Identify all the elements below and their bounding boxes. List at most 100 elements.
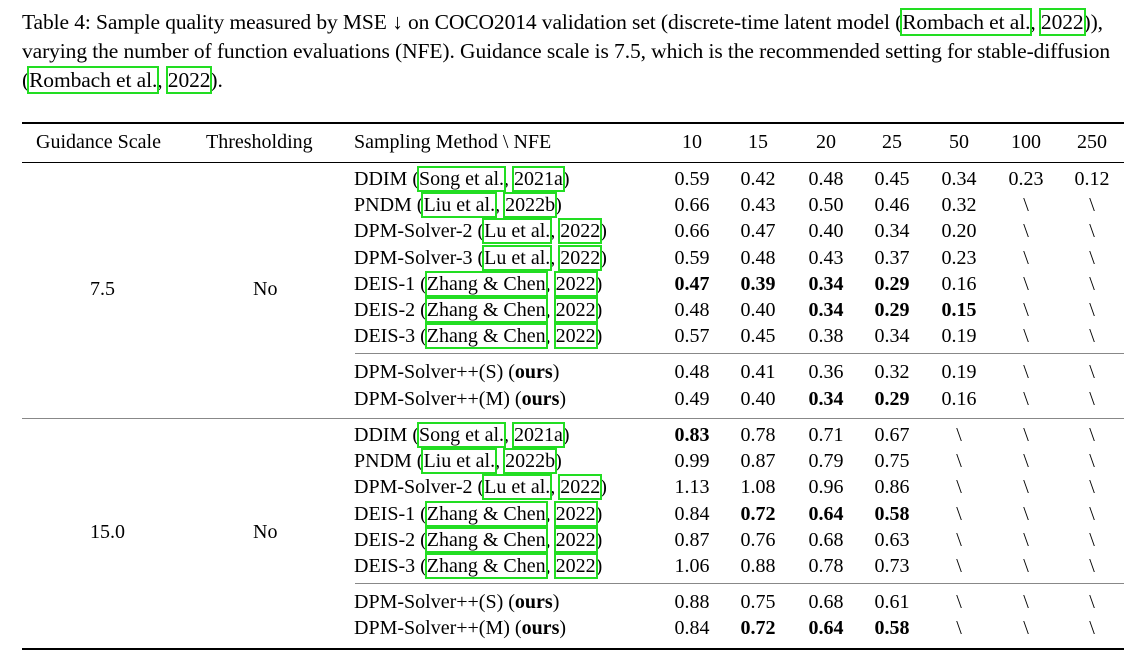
method-name: DEIS-1 (354, 502, 416, 525)
citation-link[interactable]: Rombach et al. (27, 66, 160, 94)
value-cell: 0.61 (874, 591, 910, 614)
value-cell: 0.29 (874, 387, 910, 410)
citation-link[interactable]: 2022 (553, 553, 598, 579)
value-cell: 0.19 (941, 325, 977, 348)
value-cell: 0.48 (674, 361, 710, 384)
citation-link[interactable]: Liu et al. (421, 192, 498, 219)
caption-text-1: Sample quality measured by MSE ↓ on COCO… (90, 10, 903, 34)
caption-text-2: )), varying the number of function evalu… (22, 10, 1110, 92)
value-cell: 0.71 (808, 424, 844, 446)
value-cell: 0.43 (740, 194, 776, 217)
header-nfe-25: 25 (882, 131, 902, 153)
method-name: DEIS-3 (354, 325, 416, 348)
header-guidance-scale: Guidance Scale (36, 131, 161, 153)
value-cell: \ (1089, 450, 1095, 473)
header-nfe-250: 250 (1077, 131, 1107, 153)
value-cell: \ (1089, 387, 1095, 410)
citation-link[interactable]: 2022b (503, 448, 558, 475)
value-cell: 0.32 (941, 194, 977, 217)
value-cell: \ (1089, 502, 1095, 525)
thresholding-value: No (253, 520, 278, 543)
citation-link[interactable]: 2022 (558, 244, 603, 271)
citation-link[interactable]: 2021a (512, 422, 565, 448)
value-cell: 0.88 (740, 555, 776, 577)
citation-link[interactable]: 2022 (553, 500, 598, 527)
value-cell: 0.59 (674, 168, 710, 190)
citation-link[interactable]: Zhang & Chen (424, 297, 548, 323)
citation-link[interactable]: Zhang & Chen (424, 270, 548, 297)
citation-link[interactable]: 2022 (558, 218, 603, 245)
caption-text-3: ). (210, 68, 223, 92)
value-cell: \ (956, 424, 962, 446)
value-cell: \ (1023, 528, 1029, 551)
value-cell: \ (1023, 299, 1029, 321)
citation-link[interactable]: 2022 (165, 66, 213, 94)
citation-link[interactable]: 2022 (553, 526, 598, 553)
method-name: DDIM (354, 168, 408, 190)
method-cell: DPM-Solver++(S) (ours) (354, 591, 560, 614)
value-cell: \ (1023, 502, 1029, 525)
citation-link[interactable]: Lu et al. (482, 244, 553, 271)
citation-link[interactable]: Rombach et al. (900, 8, 1033, 36)
method-name: DEIS-2 (354, 299, 416, 321)
value-cell: 0.47 (674, 272, 710, 295)
value-cell: 0.68 (808, 591, 844, 614)
method-cell: PNDM (Liu et al., 2022b) (354, 192, 562, 219)
value-cell: 0.37 (874, 246, 910, 269)
citation-link[interactable]: 2022 (1038, 8, 1086, 36)
value-cell: \ (956, 476, 962, 499)
header-nfe-15: 15 (748, 131, 768, 153)
value-cell: 0.66 (674, 194, 710, 217)
citation-link[interactable]: Zhang & Chen (424, 500, 548, 527)
table-caption: Table 4: Sample quality measured by MSE … (22, 8, 1124, 95)
value-cell: \ (956, 617, 962, 640)
method-cell: DEIS-1 (Zhang & Chen, 2022) (354, 500, 603, 527)
value-cell: 0.15 (941, 299, 977, 321)
citation-link[interactable]: Lu et al. (482, 218, 553, 245)
group-rule (22, 418, 1124, 419)
value-cell: 0.67 (874, 424, 910, 446)
method-cell: DEIS-3 (Zhang & Chen, 2022) (354, 553, 603, 579)
citation-link[interactable]: Zhang & Chen (424, 553, 548, 579)
citation-link[interactable]: Song et al. (417, 422, 507, 448)
value-cell: 0.87 (740, 450, 776, 473)
value-cell: 0.72 (740, 502, 776, 525)
value-cell: 0.40 (740, 387, 776, 410)
method-cell: DPM-Solver-2 (Lu et al., 2022) (354, 474, 607, 501)
citation-link[interactable]: Zhang & Chen (424, 526, 548, 553)
value-cell: \ (1023, 194, 1029, 217)
value-cell: \ (1023, 246, 1029, 269)
value-cell: 0.12 (1074, 168, 1110, 190)
value-cell: \ (1023, 555, 1029, 577)
method-name: DDIM (354, 424, 408, 446)
citation-link[interactable]: 2021a (512, 166, 565, 192)
ours-label: ours (514, 361, 553, 384)
value-cell: \ (1089, 476, 1095, 499)
citation-link[interactable]: Lu et al. (482, 474, 553, 501)
citation-link[interactable]: 2022 (558, 474, 603, 501)
citation-link[interactable]: 2022 (553, 323, 598, 350)
value-cell: 0.43 (808, 246, 844, 269)
value-cell: 0.49 (674, 387, 710, 410)
value-cell: \ (1023, 220, 1029, 243)
value-cell: \ (956, 528, 962, 551)
citation-link[interactable]: Liu et al. (421, 448, 498, 475)
value-cell: \ (1089, 555, 1095, 577)
value-cell: 0.64 (808, 502, 844, 525)
value-cell: \ (1023, 387, 1029, 410)
citation-link[interactable]: Song et al. (417, 166, 507, 192)
value-cell: 0.48 (674, 299, 710, 321)
value-cell: 0.48 (740, 246, 776, 269)
header-nfe-50: 50 (949, 131, 969, 153)
method-name: DPM-Solver++(M) (354, 387, 510, 410)
citation-link[interactable]: 2022 (553, 270, 598, 297)
value-cell: 1.13 (674, 476, 710, 499)
method-name: DPM-Solver-2 (354, 220, 473, 243)
citation-link[interactable]: Zhang & Chen (424, 323, 548, 350)
value-cell: \ (956, 591, 962, 614)
value-cell: \ (1023, 325, 1029, 348)
value-cell: 0.86 (874, 476, 910, 499)
citation-link[interactable]: 2022 (553, 297, 598, 323)
value-cell: \ (1089, 246, 1095, 269)
citation-link[interactable]: 2022b (503, 192, 558, 219)
